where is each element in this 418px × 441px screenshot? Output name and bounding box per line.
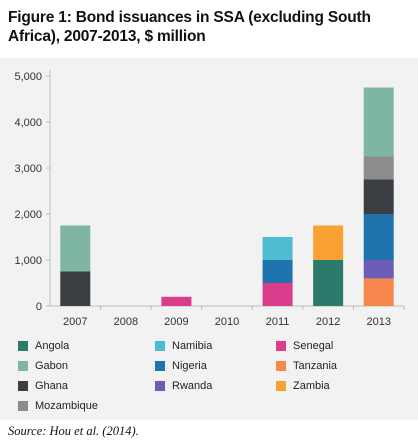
- legend-item-namibia: Namibia: [155, 340, 212, 352]
- legend-swatch: [155, 341, 165, 351]
- source-note: Source: Hou et al. (2014).: [8, 424, 139, 438]
- y-tick-label: 1,000: [14, 255, 42, 267]
- y-tick-label: 0: [36, 301, 42, 313]
- legend-label: Nigeria: [172, 360, 207, 372]
- x-tick-label: 2007: [63, 316, 87, 328]
- legend-item-gabon: Gabon: [18, 360, 68, 372]
- bar-nigeria-2011: [262, 260, 293, 283]
- legend-label: Gabon: [35, 360, 69, 372]
- x-tick-label: 2012: [316, 316, 340, 328]
- legend-label: Mozambique: [35, 400, 98, 412]
- legend-item-angola: Angola: [18, 340, 69, 352]
- legend-swatch: [276, 361, 286, 371]
- bar-gabon-2013: [363, 87, 394, 157]
- bar-chart: 0 1,000 2,000 3,000 4,000 5,000 2007 2008 2009 20…: [14, 70, 405, 328]
- x-tick-label: 2010: [215, 316, 239, 328]
- legend-label: Senegal: [293, 340, 334, 352]
- bar-zambia-2012: [313, 225, 344, 260]
- y-tick-label: 4,000: [14, 117, 42, 129]
- legend-item-zambia: Zambia: [276, 380, 330, 392]
- legend-label: Ghana: [35, 380, 69, 392]
- x-tick-label: 2009: [164, 316, 188, 328]
- legend-item-tanzania: Tanzania: [276, 360, 337, 372]
- bar-gabon-2007: [60, 225, 91, 272]
- y-tick-label: 5,000: [14, 71, 42, 83]
- chart-title: Figure 1: Bond issuances in SSA (excludi…: [8, 9, 371, 45]
- legend-swatch: [18, 381, 28, 391]
- legend-label: Rwanda: [172, 380, 213, 392]
- legend-label: Namibia: [172, 340, 213, 352]
- legend-item-senegal: Senegal: [276, 340, 333, 352]
- chart-panel: 0 1,000 2,000 3,000 4,000 5,000 2007 2008 2009 20…: [0, 58, 418, 420]
- bar-angola-2012: [313, 260, 344, 306]
- legend-swatch: [276, 381, 286, 391]
- bar-tanzania-2013: [363, 278, 394, 306]
- legend-swatch: [276, 341, 286, 351]
- legend-item-rwanda: Rwanda: [155, 380, 212, 392]
- y-tick-label: 3,000: [14, 163, 42, 175]
- x-tick-label: 2011: [266, 316, 290, 328]
- bar-senegal-2011: [262, 283, 293, 306]
- chart-legend: Angola Namibia Senegal Gabon Nigeria Tanzania…: [18, 340, 408, 418]
- legend-swatch: [155, 381, 165, 391]
- bar-ghana-2013: [363, 179, 394, 214]
- legend-swatch: [18, 401, 28, 411]
- legend-item-ghana: Ghana: [18, 380, 68, 392]
- bar-ghana-2007: [60, 271, 91, 306]
- legend-swatch: [18, 361, 28, 371]
- legend-label: Tanzania: [293, 360, 338, 372]
- legend-label: Angola: [35, 340, 70, 352]
- legend-swatch: [155, 361, 165, 371]
- bar-rwanda-2013: [363, 260, 394, 279]
- legend-label: Zambia: [293, 380, 330, 392]
- legend-swatch: [18, 341, 28, 351]
- x-tick-label: 2013: [366, 316, 390, 328]
- bar-nigeria-2013: [363, 214, 394, 260]
- legend-item-nigeria: Nigeria: [155, 360, 207, 372]
- legend-item-mozambique: Mozambique: [18, 400, 98, 412]
- bar-senegal-2009: [161, 296, 192, 306]
- bar-namibia-2011: [262, 237, 293, 260]
- y-tick-label: 2,000: [14, 209, 42, 221]
- x-tick-label: 2008: [114, 316, 138, 328]
- bar-mozambique-2013: [363, 156, 394, 180]
